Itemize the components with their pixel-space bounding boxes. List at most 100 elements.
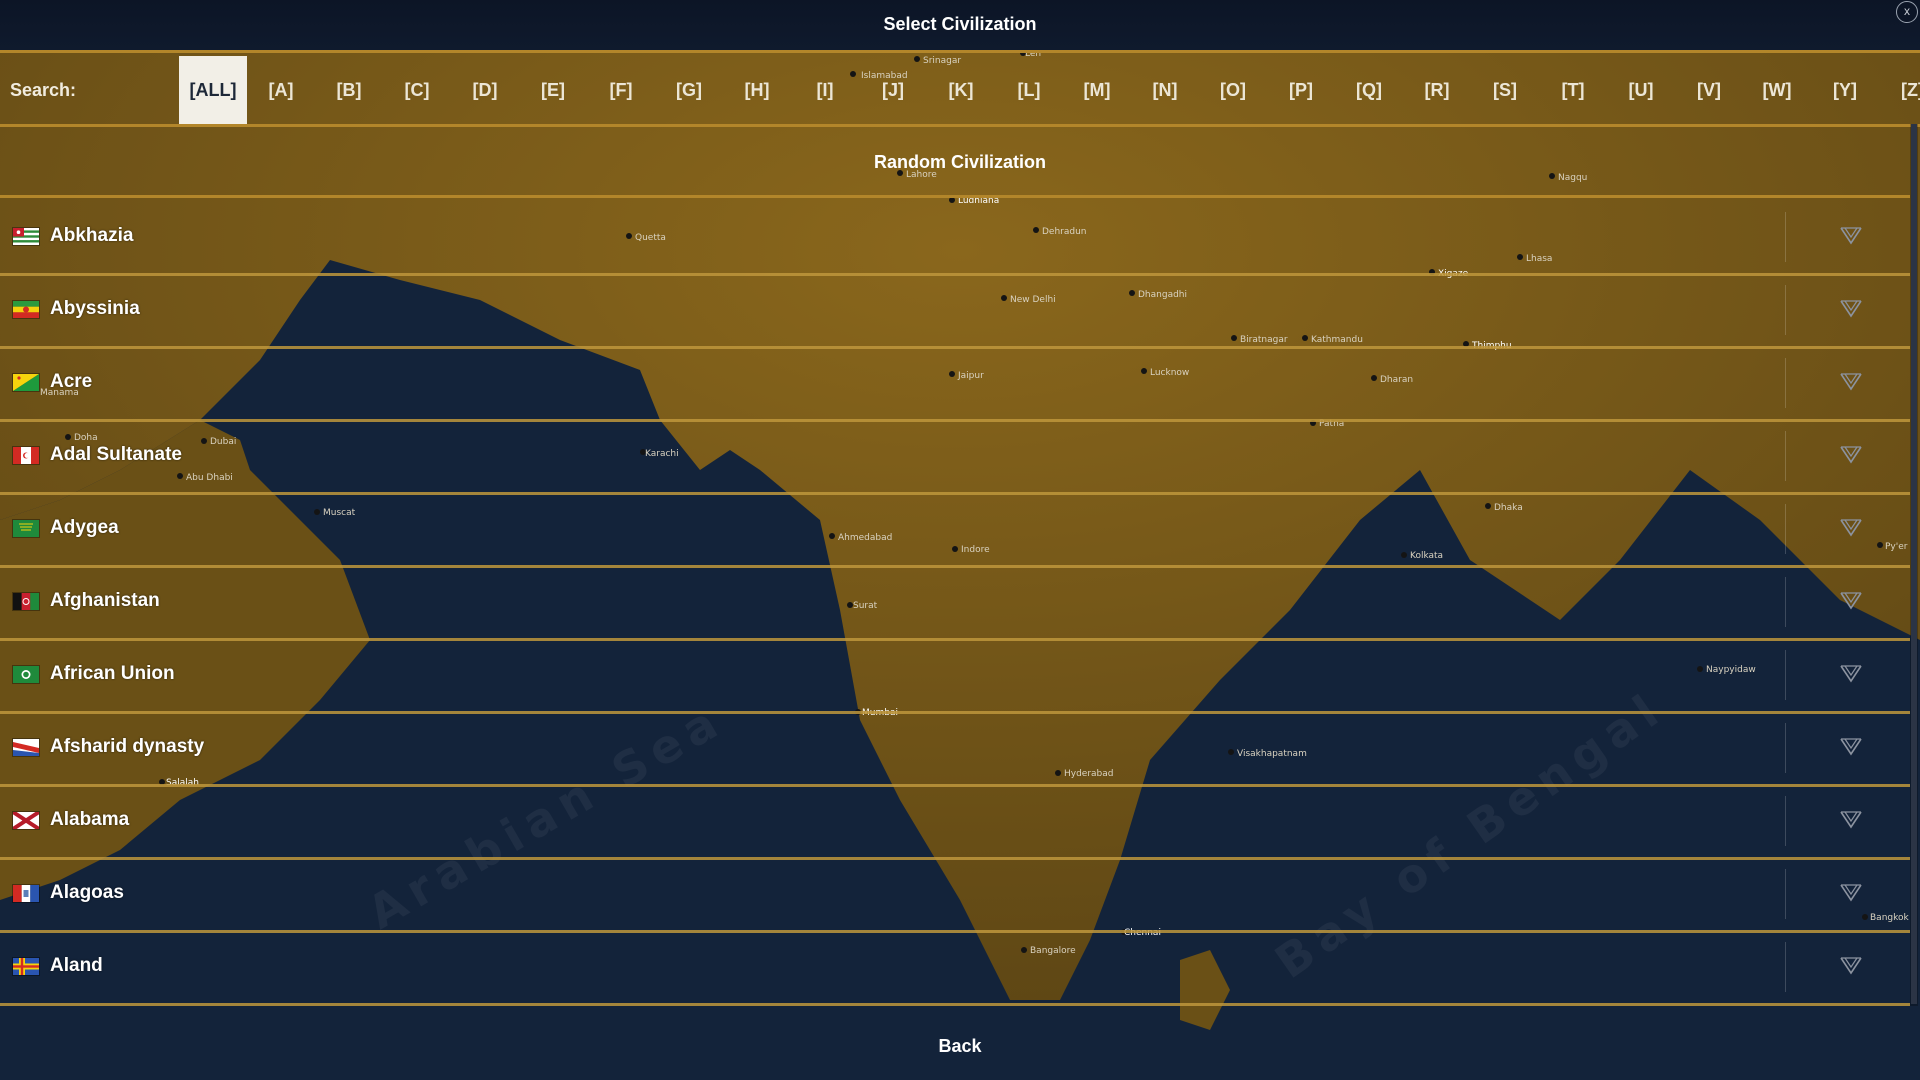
svg-text:Dharan: Dharan: [1380, 375, 1413, 385]
city-ahmedabad: Ahmedabad: [829, 533, 892, 543]
row-divider: [1785, 723, 1786, 773]
civ-row-abkhazia[interactable]: Abkhazia: [0, 200, 1910, 276]
svg-text:Nagqu: Nagqu: [1558, 173, 1587, 183]
svg-text:Kathmandu: Kathmandu: [1311, 335, 1363, 345]
civ-row-afsharid-dynasty[interactable]: Afsharid dynasty: [0, 711, 1910, 787]
svg-text:Py'er: Py'er: [1885, 542, 1908, 552]
filter-letter-v[interactable]: [V]: [1697, 80, 1721, 100]
abkhazia-flag-icon: [13, 228, 39, 245]
aland-flag-icon: [13, 958, 39, 975]
filter-letter-p[interactable]: [P]: [1289, 80, 1313, 100]
filter-letter-a[interactable]: [A]: [268, 80, 294, 100]
civ-name: Aland: [50, 955, 103, 976]
filter-letter-c[interactable]: [C]: [404, 80, 430, 100]
civ-name: Alabama: [50, 809, 130, 830]
city-lucknow: Lucknow: [1141, 368, 1189, 378]
city-quetta: Quetta: [626, 233, 666, 243]
chevron-down-icon[interactable]: [1838, 224, 1864, 246]
adal-sultanate-flag-icon: [13, 447, 39, 464]
filter-letter-w[interactable]: [W]: [1762, 80, 1792, 100]
svg-text:Srinagar: Srinagar: [923, 56, 961, 66]
row-divider: [1785, 212, 1786, 262]
chevron-down-icon[interactable]: [1838, 735, 1864, 757]
civ-row-aland[interactable]: Aland: [0, 930, 1910, 1006]
svg-text:Ahmedabad: Ahmedabad: [838, 533, 892, 543]
city-pyer: Py'er: [1877, 542, 1908, 552]
chevron-down-icon[interactable]: [1838, 443, 1864, 465]
svg-text:Hyderabad: Hyderabad: [1064, 769, 1114, 779]
random-civilization-row[interactable]: Random Civilization: [0, 130, 1910, 198]
list-scrollbar[interactable]: [1910, 124, 1918, 1006]
scrollbar-thumb[interactable]: [1911, 124, 1917, 1004]
filter-letter-d[interactable]: [D]: [472, 80, 498, 100]
filter-letter-u[interactable]: [U]: [1628, 80, 1654, 100]
city-karachi: Karachi: [640, 449, 679, 459]
city-visakhapatnam: Visakhapatnam: [1228, 749, 1307, 759]
chevron-down-icon[interactable]: [1838, 662, 1864, 684]
chevron-down-icon[interactable]: [1838, 954, 1864, 976]
svg-text:Dubai: Dubai: [210, 437, 236, 447]
filter-letter-s[interactable]: [S]: [1493, 80, 1517, 100]
city-new-delhi: New Delhi: [1001, 295, 1056, 305]
svg-text:New Delhi: New Delhi: [1010, 295, 1056, 305]
sri-lanka-shape: [1180, 950, 1230, 1030]
svg-text:Doha: Doha: [74, 433, 98, 443]
filter-letter-e[interactable]: [E]: [541, 80, 565, 100]
city-dubai: Dubai: [201, 437, 236, 447]
alabama-flag-icon: [13, 812, 39, 829]
filter-letter-h[interactable]: [H]: [744, 80, 770, 100]
civ-name: Acre: [50, 371, 93, 392]
civ-row-afghanistan[interactable]: Afghanistan: [0, 565, 1910, 641]
chevron-down-icon[interactable]: [1838, 516, 1864, 538]
civ-row-acre[interactable]: Acre: [0, 346, 1910, 422]
civ-row-alabama[interactable]: Alabama: [0, 784, 1910, 860]
civ-row-alagoas[interactable]: Alagoas: [0, 857, 1910, 933]
row-divider: [1785, 504, 1786, 554]
civ-row-adal-sultanate[interactable]: Adal Sultanate: [0, 419, 1910, 495]
civ-row-adygea[interactable]: Adygea: [0, 492, 1910, 568]
svg-text:Lucknow: Lucknow: [1150, 368, 1189, 378]
filter-letter-t[interactable]: [T]: [1561, 80, 1585, 100]
city-dharan: Dharan: [1371, 375, 1413, 385]
filter-letter-g[interactable]: [G]: [676, 80, 702, 100]
svg-text:Bangalore: Bangalore: [1030, 946, 1076, 956]
row-divider: [1785, 650, 1786, 700]
svg-text:Bangkok: Bangkok: [1870, 913, 1910, 923]
filter-letter-f[interactable]: [F]: [609, 80, 633, 100]
civ-row-abyssinia[interactable]: Abyssinia: [0, 273, 1910, 349]
city-kathmandu: Kathmandu: [1302, 335, 1363, 345]
civ-row-african-union[interactable]: African Union: [0, 638, 1910, 714]
svg-text:Leh: Leh: [1025, 49, 1041, 59]
filter-letter-k[interactable]: [K]: [948, 80, 974, 100]
chevron-down-icon[interactable]: [1838, 808, 1864, 830]
filter-letter-q[interactable]: [Q]: [1356, 80, 1382, 100]
chevron-down-icon[interactable]: [1838, 589, 1864, 611]
back-button[interactable]: Back: [938, 1036, 982, 1056]
filter-letter-n[interactable]: [N]: [1152, 80, 1178, 100]
filter-letter-all[interactable]: [ALL]: [179, 56, 247, 124]
mainland-shape: [0, 0, 1920, 1000]
chevron-down-icon[interactable]: [1838, 297, 1864, 319]
civ-name: African Union: [50, 663, 175, 684]
afsharid-dynasty-flag-icon: [13, 739, 39, 756]
svg-text:Naypyidaw: Naypyidaw: [1706, 665, 1756, 675]
filter-letter-m[interactable]: [M]: [1083, 80, 1111, 100]
city-dehradun: Dehradun: [1033, 227, 1087, 237]
chevron-down-icon[interactable]: [1838, 370, 1864, 392]
filter-letter-b[interactable]: [B]: [336, 80, 362, 100]
filter-letter-y[interactable]: [Y]: [1833, 80, 1857, 100]
filter-letter-j[interactable]: [J]: [882, 80, 904, 100]
close-button[interactable]: x: [1896, 1, 1918, 23]
filter-letter-r[interactable]: [R]: [1424, 80, 1450, 100]
chevron-down-icon[interactable]: [1838, 881, 1864, 903]
filter-letter-l[interactable]: [L]: [1017, 80, 1041, 100]
afghanistan-flag-icon: [13, 593, 39, 610]
filter-letter-o[interactable]: [O]: [1220, 80, 1246, 100]
city-hyderabad: Hyderabad: [1055, 769, 1114, 779]
svg-text:Lahore: Lahore: [906, 170, 937, 180]
svg-text:Muscat: Muscat: [323, 508, 356, 518]
filter-letter-z[interactable]: [Z]: [1901, 80, 1920, 100]
adygea-flag-icon: [13, 520, 39, 537]
filter-letter-i[interactable]: [I]: [816, 80, 834, 100]
